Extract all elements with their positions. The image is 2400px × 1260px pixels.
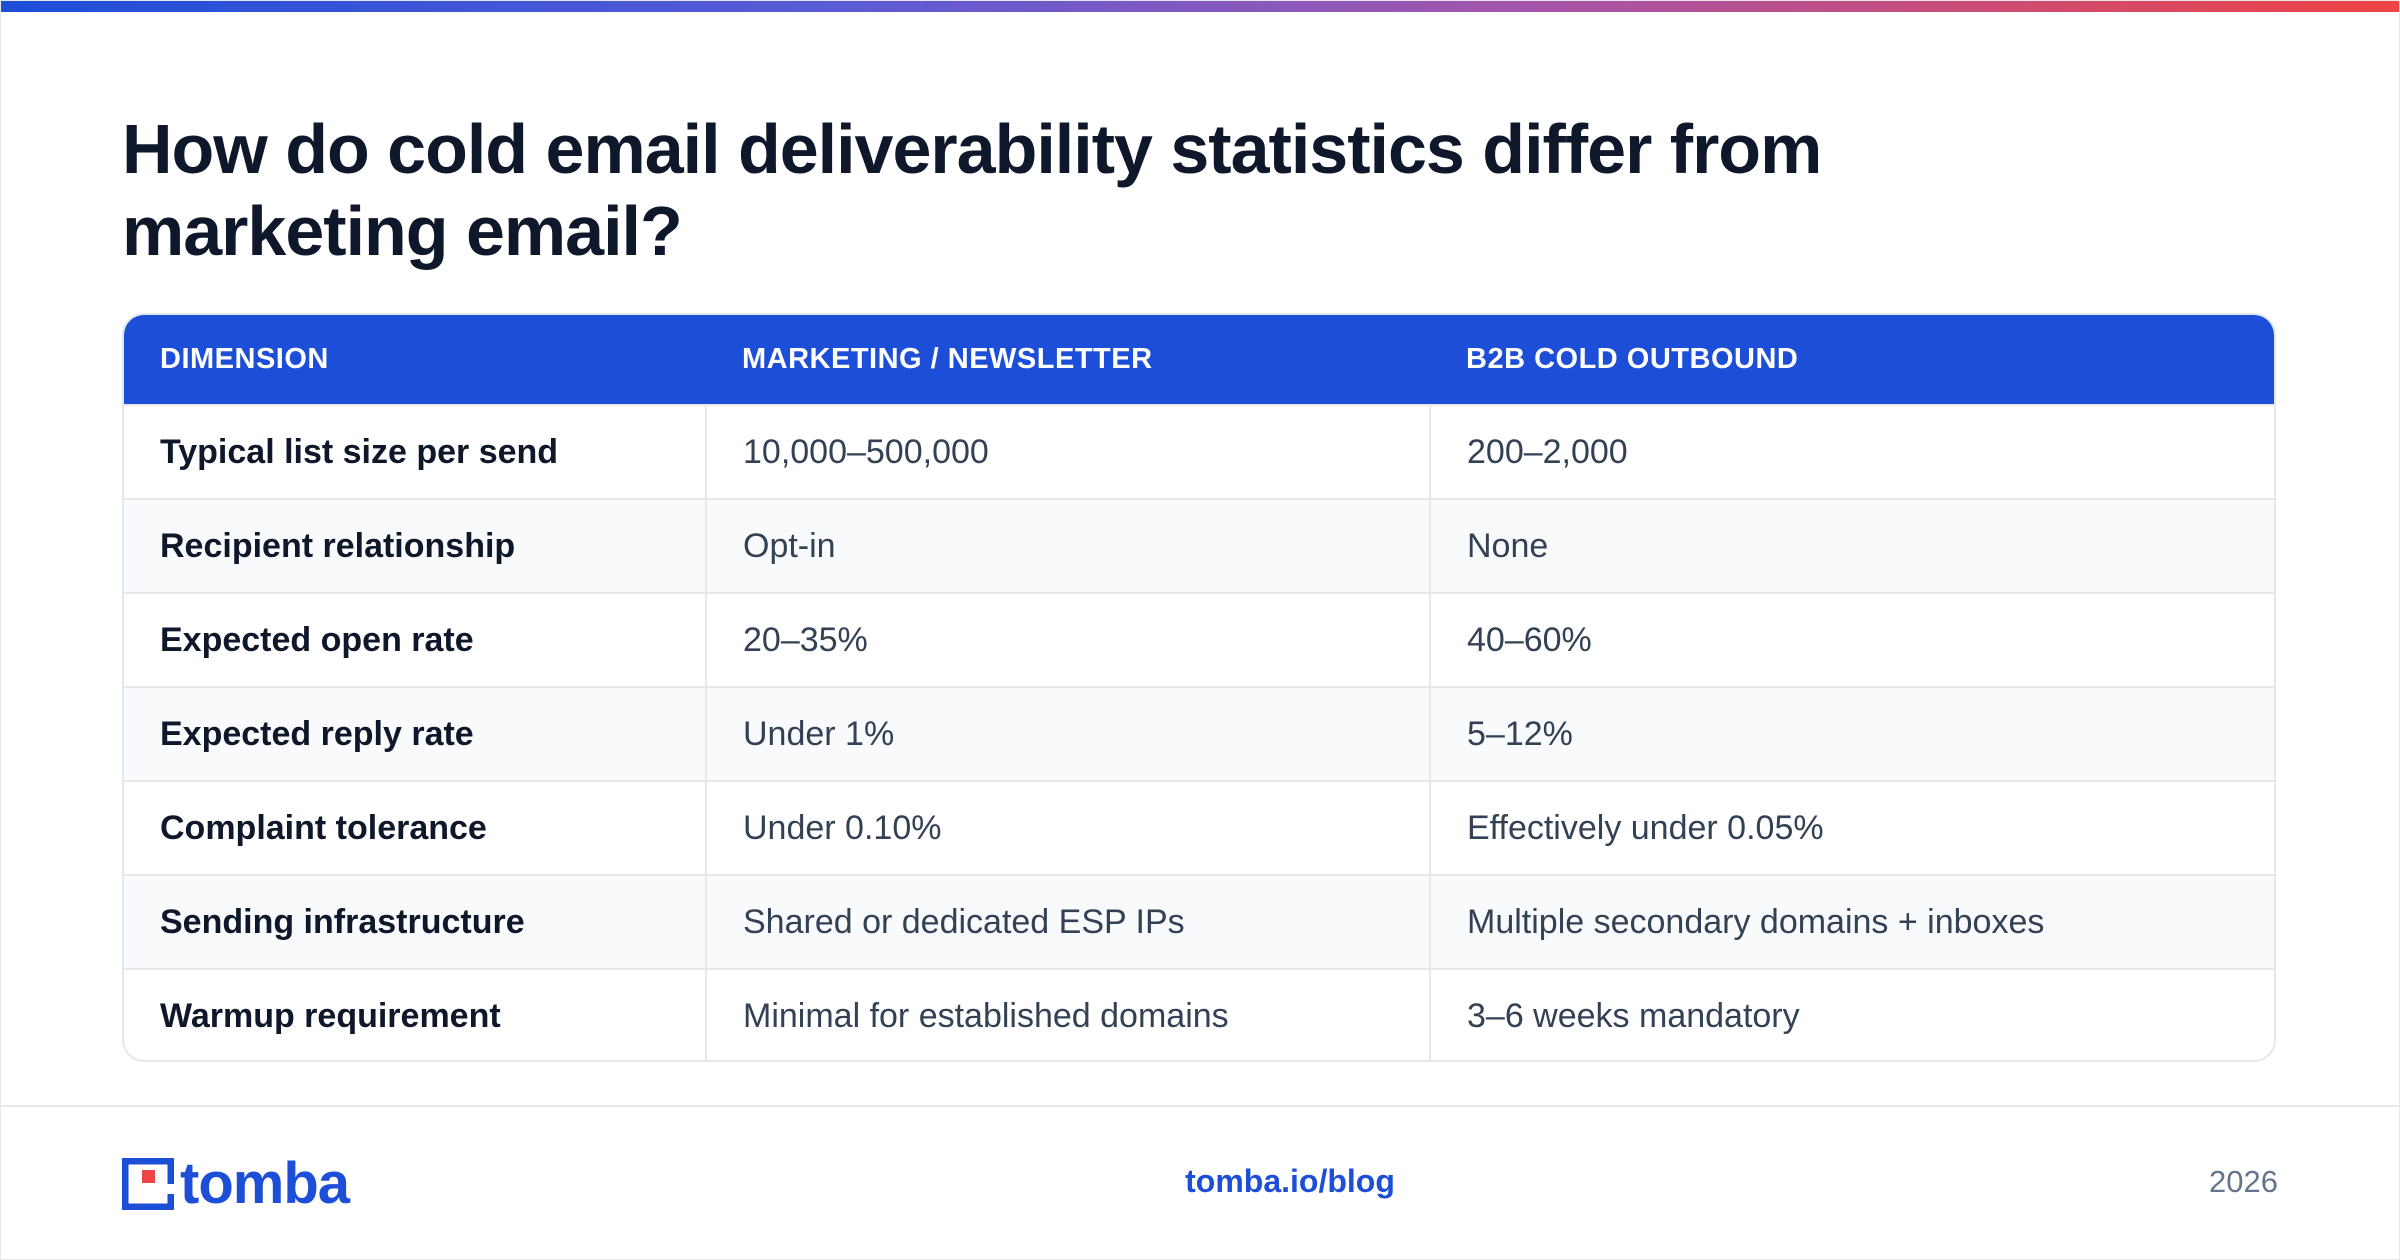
footer-year: 2026 [2209, 1164, 2278, 1199]
header-dimension: DIMENSION [160, 343, 329, 375]
row-marketing-value: Under 0.10% [705, 780, 1430, 875]
row-marketing-value: Minimal for established domains [705, 968, 1430, 1060]
row-dimension: Expected reply rate [124, 686, 706, 781]
header-marketing: MARKETING / NEWSLETTER [742, 343, 1153, 375]
row-marketing-value: Opt-in [705, 498, 1430, 593]
row-cold-value: 200–2,000 [1429, 404, 2274, 499]
page-title: How do cold email deliverability statist… [122, 110, 1822, 270]
row-dimension: Typical list size per send [124, 404, 706, 499]
row-cold-value: None [1429, 498, 2274, 593]
top-gradient-bar [0, 0, 2400, 12]
row-marketing-value: 10,000–500,000 [705, 404, 1430, 499]
table-header-row: DIMENSION MARKETING / NEWSLETTER B2B COL… [124, 315, 2274, 405]
row-dimension: Recipient relationship [124, 498, 706, 593]
row-dimension: Warmup requirement [124, 968, 706, 1060]
row-cold-value: Effectively under 0.05% [1429, 780, 2274, 875]
table-row: Warmup requirement Minimal for establish… [124, 968, 2274, 1060]
row-marketing-value: Under 1% [705, 686, 1430, 781]
footer-divider [0, 1105, 2400, 1107]
table-row: Sending infrastructure Shared or dedicat… [124, 874, 2274, 969]
row-cold-value: 5–12% [1429, 686, 2274, 781]
tomba-logo: tomba [122, 1151, 350, 1216]
comparison-table: DIMENSION MARKETING / NEWSLETTER B2B COL… [124, 315, 2274, 1060]
row-marketing-value: Shared or dedicated ESP IPs [705, 874, 1430, 969]
row-cold-value: 3–6 weeks mandatory [1429, 968, 2274, 1060]
header-cold-outbound: B2B COLD OUTBOUND [1466, 343, 1799, 375]
row-marketing-value: 20–35% [705, 592, 1430, 687]
row-cold-value: 40–60% [1429, 592, 2274, 687]
tomba-logo-icon [122, 1158, 174, 1210]
comparison-table-container: DIMENSION MARKETING / NEWSLETTER B2B COL… [122, 313, 2276, 1062]
row-cold-value: Multiple secondary domains + inboxes [1429, 874, 2274, 969]
table-row: Expected open rate 20–35% 40–60% [124, 592, 2274, 687]
table-row: Complaint tolerance Under 0.10% Effectiv… [124, 780, 2274, 875]
table-row: Typical list size per send 10,000–500,00… [124, 404, 2274, 499]
row-dimension: Sending infrastructure [124, 874, 706, 969]
blog-link[interactable]: tomba.io/blog [1185, 1163, 1395, 1199]
table-row: Recipient relationship Opt-in None [124, 498, 2274, 593]
row-dimension: Expected open rate [124, 592, 706, 687]
logo-text: tomba [180, 1151, 350, 1216]
row-dimension: Complaint tolerance [124, 780, 706, 875]
table-row: Expected reply rate Under 1% 5–12% [124, 686, 2274, 781]
